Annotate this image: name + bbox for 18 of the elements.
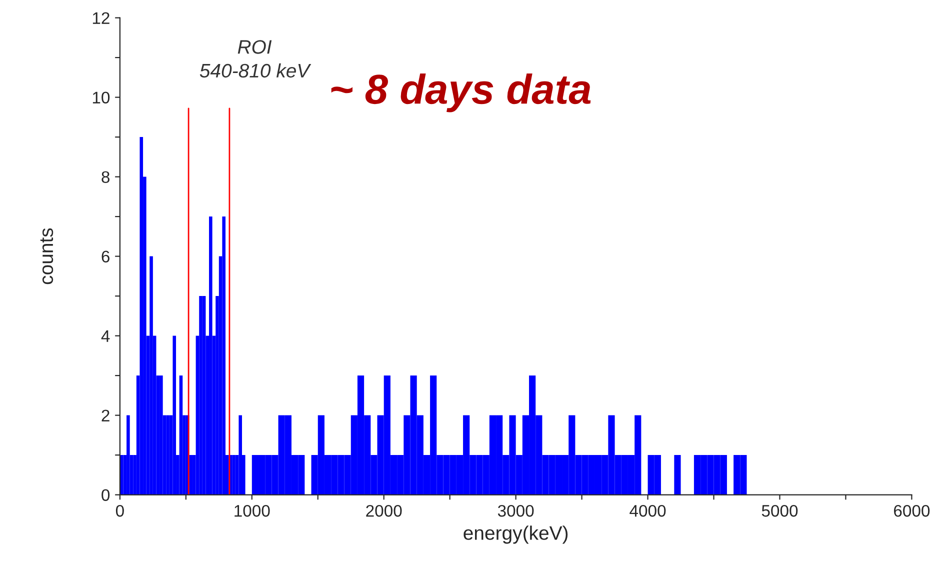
x-tick-label: 2000 — [366, 504, 402, 517]
y-axis-title: counts — [40, 228, 54, 284]
x-tick-label: 4000 — [630, 504, 666, 517]
annotation: ROI 540-810 keV — [200, 40, 312, 78]
y-tick-label: 8 — [102, 171, 110, 183]
y-tick-label: 6 — [102, 250, 110, 262]
annotation: ~ 8 days data — [331, 73, 591, 112]
x-tick-label: 0 — [116, 504, 124, 517]
x-tick-label: 1000 — [234, 504, 270, 517]
x-tick-label: 5000 — [762, 504, 798, 517]
y-tick-label: 2 — [102, 410, 110, 422]
y-tick-label: 10 — [92, 92, 110, 104]
x-tick-label: 6000 — [894, 504, 930, 517]
y-tick-label: 0 — [102, 489, 110, 501]
y-tick-label: 4 — [101, 330, 110, 342]
x-tick-label: 3000 — [498, 504, 534, 517]
x-axis-title: energy(keV) — [464, 526, 568, 544]
y-tick-label: 12 — [92, 12, 110, 24]
